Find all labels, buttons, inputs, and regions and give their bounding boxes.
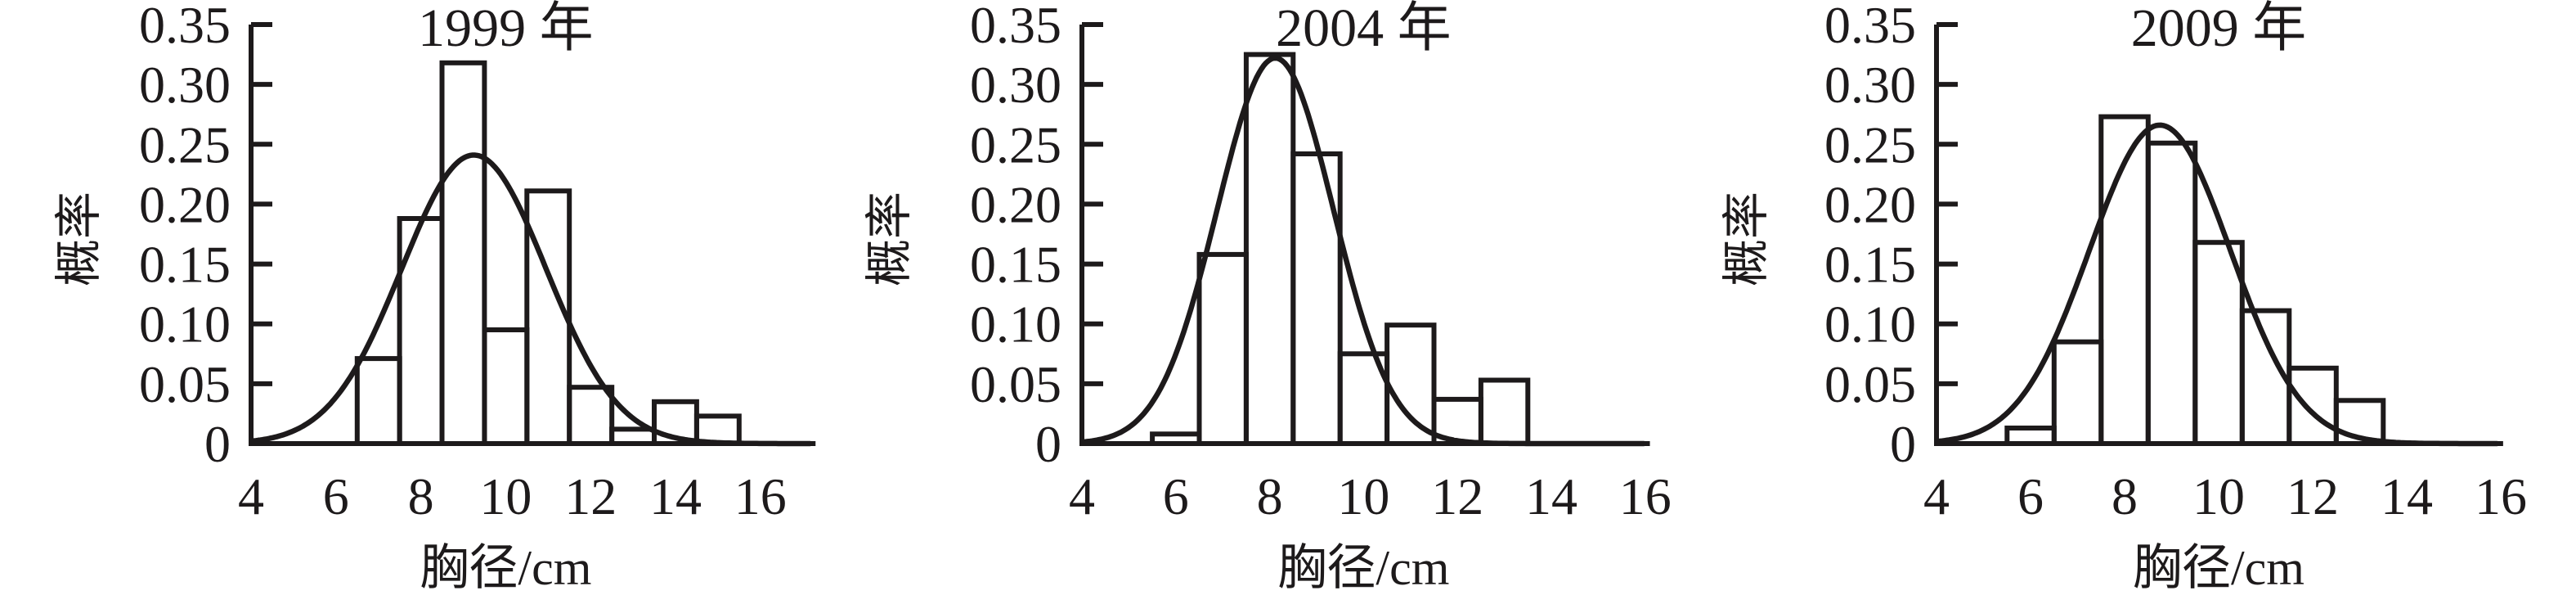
x-tick-label: 16: [734, 467, 787, 525]
chart-panel-2004: 0 0.05 0.10 0.15 0.20 0.25 0.30 0.35 4 6 8 10 12 14 16…: [859, 0, 1717, 604]
histogram-bar: [2145, 140, 2198, 447]
chart-title: 2009 年: [2131, 0, 2307, 58]
x-tick-label: 10: [2192, 467, 2245, 525]
x-tick-label: 12: [564, 467, 617, 525]
x-axis-label: 胸径/cm: [2133, 541, 2304, 595]
x-tick-label: 6: [323, 467, 349, 525]
x-tick-label: 4: [238, 467, 264, 525]
y-tick-label: 0.30: [139, 56, 231, 114]
y-axis-label: 概率: [863, 192, 916, 286]
histogram-bar: [524, 188, 572, 447]
x-tick-label: 8: [2112, 467, 2138, 525]
y-tick-label: 0.05: [970, 355, 1061, 413]
x-tick-label: 6: [2017, 467, 2044, 525]
y-tick-label: 0.25: [1824, 115, 1916, 174]
x-tick-label: 4: [1923, 467, 1950, 525]
y-tick-label: 0.35: [970, 0, 1061, 54]
x-tick-label: 16: [1619, 467, 1672, 525]
x-tick-label: 10: [479, 467, 532, 525]
histogram-bar: [1150, 431, 1202, 446]
y-tick-label: 0.30: [1824, 56, 1916, 114]
normal-fit-curve: [1079, 55, 1647, 447]
chart-panel-1999: 0 0.05 0.10 0.15 0.20 0.25 0.30 0.35 4 6 8 10 12 14 16…: [0, 0, 859, 604]
histogram-bar: [2333, 398, 2386, 446]
x-tick-label: 14: [2381, 467, 2433, 525]
x-tick-label: 6: [1163, 467, 1189, 525]
y-tick-label: 0.15: [970, 236, 1061, 294]
x-tick-label: 14: [1525, 467, 1577, 525]
y-tick-label: 0: [1890, 415, 1916, 473]
histogram-bar: [482, 327, 530, 446]
x-tick-label: 4: [1069, 467, 1095, 525]
x-tick-label: 16: [2475, 467, 2527, 525]
y-tick-label: 0.20: [970, 175, 1061, 233]
x-tick-label: 14: [649, 467, 702, 525]
histogram-bar: [567, 385, 615, 447]
x-tick-label: 12: [2287, 467, 2339, 525]
y-tick-label: 0: [1035, 415, 1061, 473]
y-tick-label: 0.15: [1824, 236, 1916, 294]
chart-2009: 00.050.100.150.200.250.300.35 4 6 8 10 12 14 16…: [1720, 0, 2527, 595]
y-axis-label: 概率: [52, 192, 105, 286]
chart-panel-2009: 0 0.05 0.10 0.15 0.20 0.25 0.30 0.35 4 6 8 10 12 14 16…: [1717, 0, 2576, 604]
normal-fit-curve: [1934, 122, 2500, 447]
x-tick-label: 8: [408, 467, 434, 525]
histogram-bar: [1384, 322, 1437, 447]
x-tick-label: 10: [1337, 467, 1389, 525]
y-tick-label: 0.35: [139, 0, 231, 54]
y-tick-label: 0.25: [970, 115, 1061, 174]
y-tick-label: 0.10: [139, 295, 231, 354]
histogram-bar: [354, 356, 402, 447]
y-tick-label: 0.20: [1824, 175, 1916, 233]
histogram-bar: [1478, 377, 1531, 446]
histogram-bar: [1243, 52, 1296, 446]
x-tick-label: 8: [1257, 467, 1283, 525]
y-tick-label: 0.35: [1824, 0, 1916, 54]
x-tick-label: 12: [1431, 467, 1483, 525]
x-axis-label: 胸径/cm: [1277, 541, 1449, 595]
histogram-bar: [609, 426, 657, 447]
y-tick-label: 0: [204, 415, 231, 473]
y-tick-label: 0.30: [970, 56, 1061, 114]
y-tick-label: 0.10: [970, 295, 1061, 354]
chart-1999: 00.050.100.150.200.250.300.35 4 6 8 10 12 14 16…: [52, 0, 816, 595]
y-tick-label: 0.10: [1824, 295, 1916, 354]
y-axis-label: 概率: [1720, 192, 1773, 286]
chart-title: 2004 年: [1276, 0, 1452, 58]
histogram-bar: [439, 60, 487, 447]
y-tick-label: 0.20: [139, 175, 231, 233]
histogram-bar: [2287, 365, 2339, 446]
histogram-bar: [2051, 339, 2104, 447]
y-tick-label: 0.15: [139, 236, 231, 294]
y-tick-label: 0.25: [139, 115, 231, 174]
y-tick-label: 0.05: [139, 355, 231, 413]
normal-fit-curve: [249, 152, 813, 447]
x-axis-label: 胸径/cm: [420, 541, 591, 595]
histogram-bar: [2004, 426, 2057, 446]
y-tick-label: 0.05: [1824, 355, 1916, 413]
chart-2004: 00.050.100.150.200.250.300.35 4 6 8 10 12 14 16…: [863, 0, 1672, 595]
histogram-bar: [2192, 240, 2245, 447]
histogram-bar: [1196, 251, 1249, 446]
chart-title: 1999 年: [418, 0, 594, 58]
